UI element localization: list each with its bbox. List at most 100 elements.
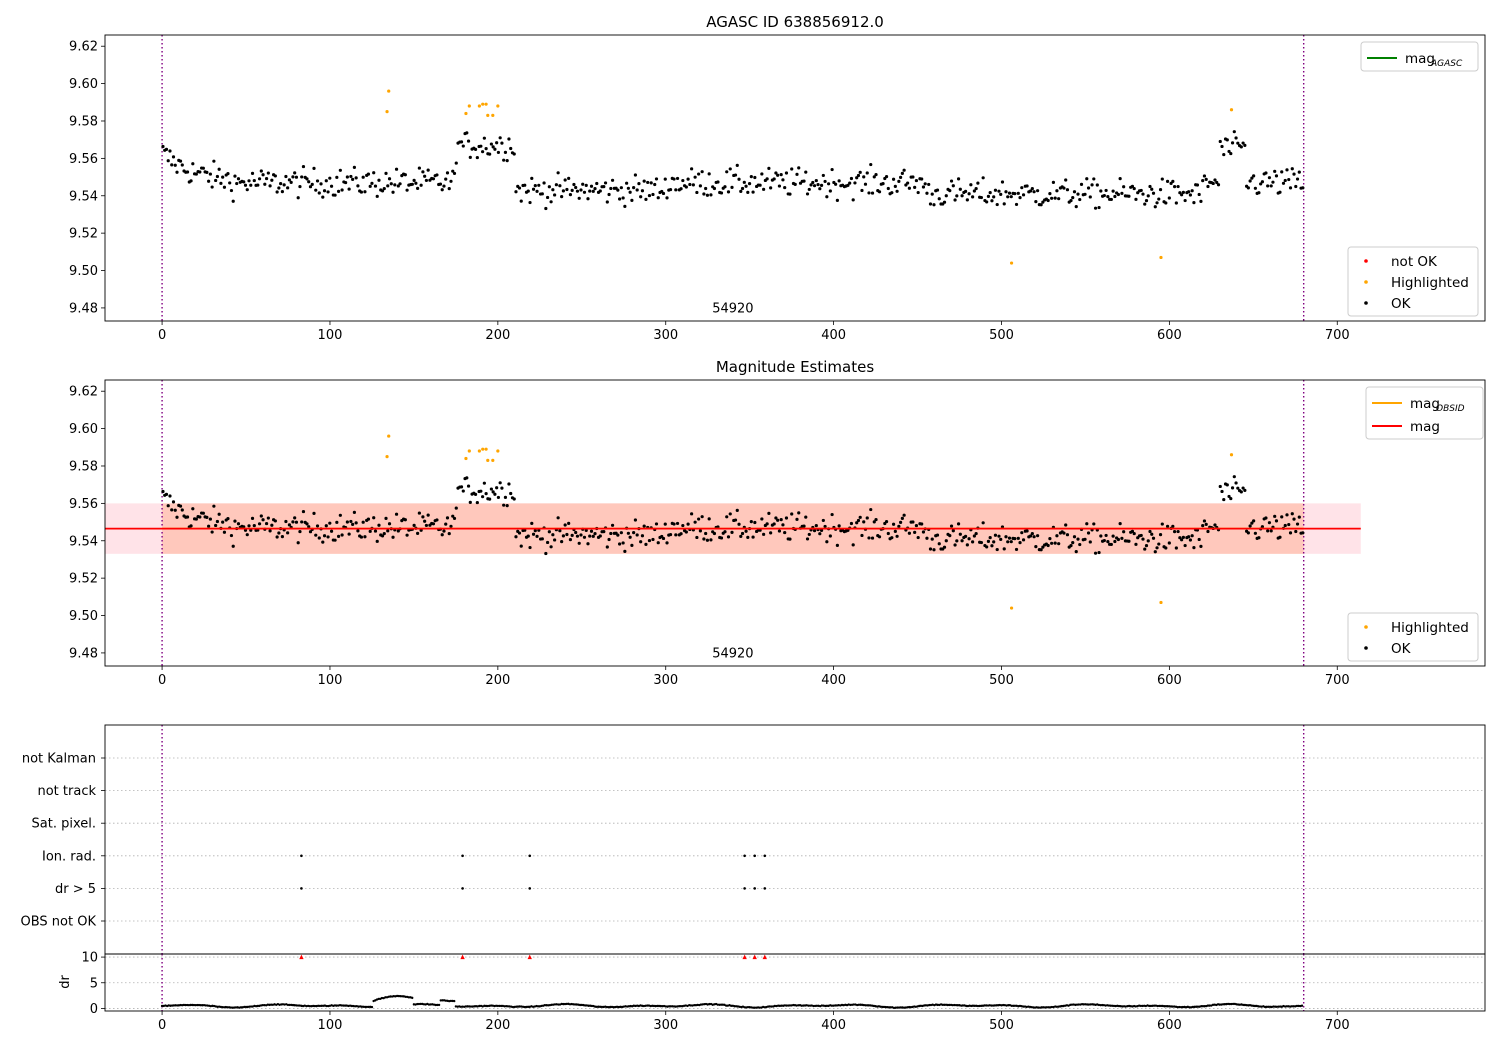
ok-point [697, 172, 701, 176]
ok-point [825, 540, 829, 544]
ok-point [507, 482, 511, 486]
ok-point [1234, 136, 1238, 140]
ok-point [568, 193, 573, 197]
ok-point [226, 172, 230, 176]
x-tick-label: 100 [318, 328, 343, 343]
ok-point [424, 178, 429, 183]
ok-point [356, 529, 360, 533]
flag-point [743, 854, 746, 858]
ok-point [737, 522, 741, 526]
ok-point [1236, 486, 1240, 490]
dr-point [498, 1004, 501, 1008]
dr-point [1277, 1005, 1280, 1008]
ok-point [175, 170, 179, 174]
ok-point [326, 190, 330, 194]
ok-point [1199, 544, 1203, 548]
ok-point [1188, 538, 1193, 542]
ok-point [609, 531, 613, 536]
ok-point [816, 182, 820, 187]
ok-point [1260, 525, 1265, 529]
ok-point [423, 174, 427, 178]
ok-point [1048, 192, 1052, 196]
ok-point [537, 183, 541, 187]
ok-point [644, 197, 648, 201]
ok-point [1097, 205, 1101, 210]
ok-point [1018, 540, 1022, 545]
ok-point [1187, 535, 1191, 539]
ok-point [319, 182, 323, 186]
ok-point [264, 176, 269, 181]
dr-point [1195, 1005, 1198, 1008]
ok-point [855, 521, 859, 525]
ok-point [305, 177, 309, 181]
dr-point [1290, 1005, 1294, 1008]
dr-point [983, 1004, 986, 1007]
ok-point [730, 530, 734, 534]
ok-point [1158, 188, 1163, 192]
ok-point [545, 540, 550, 545]
ok-point [640, 189, 645, 193]
ok-point [944, 539, 948, 543]
flag-point [753, 887, 757, 890]
ok-point [1144, 199, 1149, 203]
ok-point [1004, 190, 1008, 194]
ok-point [484, 492, 488, 496]
ok-point [584, 528, 588, 532]
ok-point [570, 188, 574, 192]
dr-point [609, 1005, 612, 1009]
ok-point [1236, 141, 1240, 145]
ok-point [1229, 496, 1233, 501]
ok-point [760, 517, 764, 521]
ok-point [675, 176, 680, 181]
ok-point [916, 190, 920, 195]
ok-point [1225, 138, 1229, 142]
ok-point [1139, 533, 1143, 538]
y-tick-label: 9.62 [69, 40, 98, 55]
ok-point [746, 190, 750, 194]
ok-point [707, 172, 711, 176]
ok-point [507, 137, 511, 141]
ok-point [259, 514, 263, 518]
ok-point [1216, 183, 1221, 187]
dr-point [587, 1004, 590, 1007]
ok-point [651, 537, 655, 542]
ok-point [870, 191, 875, 195]
ok-point [828, 189, 832, 193]
ok-point [384, 516, 388, 520]
ok-point [1109, 197, 1113, 202]
ok-point [679, 187, 683, 191]
dr-point [578, 1003, 582, 1007]
plot-frame [104, 34, 1486, 322]
ok-point [308, 530, 313, 534]
ok-point [168, 149, 172, 153]
ok-point [344, 180, 348, 185]
ok-point [574, 530, 578, 535]
ok-point [426, 168, 430, 172]
ok-point [647, 538, 652, 543]
ok-point [435, 518, 439, 522]
ok-point [1171, 179, 1175, 183]
dr-point [797, 1004, 800, 1007]
ok-point [275, 535, 279, 539]
ok-point [380, 534, 385, 538]
dr-point [384, 996, 387, 999]
ok-point [533, 529, 537, 533]
dr-point [718, 1003, 721, 1006]
ok-point [294, 520, 299, 524]
highlighted-point [491, 458, 495, 462]
highlighted-point [467, 104, 471, 108]
ok-point [553, 193, 557, 197]
ok-point [723, 185, 727, 189]
ok-point [704, 186, 708, 191]
dr-point [1188, 1006, 1191, 1009]
ok-point [293, 516, 297, 520]
ok-point [558, 529, 562, 533]
dr-point [751, 1006, 755, 1009]
ok-point [1269, 184, 1273, 188]
legend-label: mag [1405, 51, 1435, 67]
ok-point [981, 521, 985, 525]
ok-point [937, 197, 941, 201]
ok-point [208, 172, 212, 176]
ok-point [403, 173, 407, 177]
ok-point [877, 190, 882, 194]
